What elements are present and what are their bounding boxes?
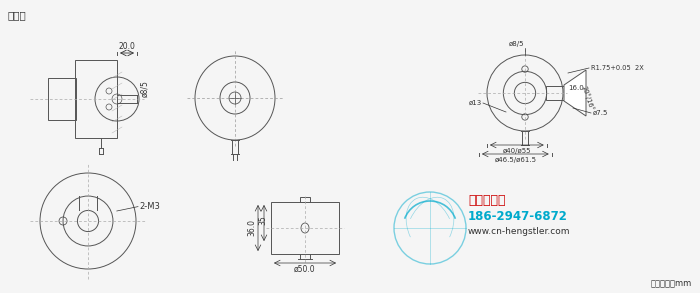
Text: ø50.0: ø50.0 (294, 265, 316, 274)
Text: ø13: ø13 (469, 100, 482, 106)
Text: 36.0: 36.0 (247, 219, 256, 236)
Text: 西安德伍拓: 西安德伍拓 (468, 195, 505, 207)
Text: 2-M3: 2-M3 (139, 202, 160, 211)
Text: 20°/16°: 20°/16° (581, 85, 596, 111)
Text: 盲孔轴: 盲孔轴 (8, 10, 27, 20)
Text: ø7.5: ø7.5 (593, 110, 608, 116)
Text: ø8/5: ø8/5 (510, 41, 525, 47)
Polygon shape (564, 70, 586, 116)
Bar (75, 60, 117, 138)
Text: 16.0: 16.0 (568, 85, 584, 91)
Bar (546, 86, 565, 100)
Text: 35: 35 (258, 215, 267, 225)
Text: 20.0: 20.0 (118, 42, 135, 51)
Text: 尺寸单位：mm: 尺寸单位：mm (651, 279, 692, 288)
Text: ø40/ø55: ø40/ø55 (503, 148, 531, 154)
Text: ø46.5/ø61.5: ø46.5/ø61.5 (494, 157, 536, 163)
Text: 186-2947-6872: 186-2947-6872 (468, 210, 568, 224)
Text: ø8/5: ø8/5 (140, 80, 149, 97)
Text: R1.75+0.05  2X: R1.75+0.05 2X (591, 65, 644, 71)
Bar (271, 202, 339, 254)
Bar (300, 197, 310, 202)
Text: www.cn-hengstler.com: www.cn-hengstler.com (468, 227, 570, 236)
Bar (48, 78, 76, 120)
